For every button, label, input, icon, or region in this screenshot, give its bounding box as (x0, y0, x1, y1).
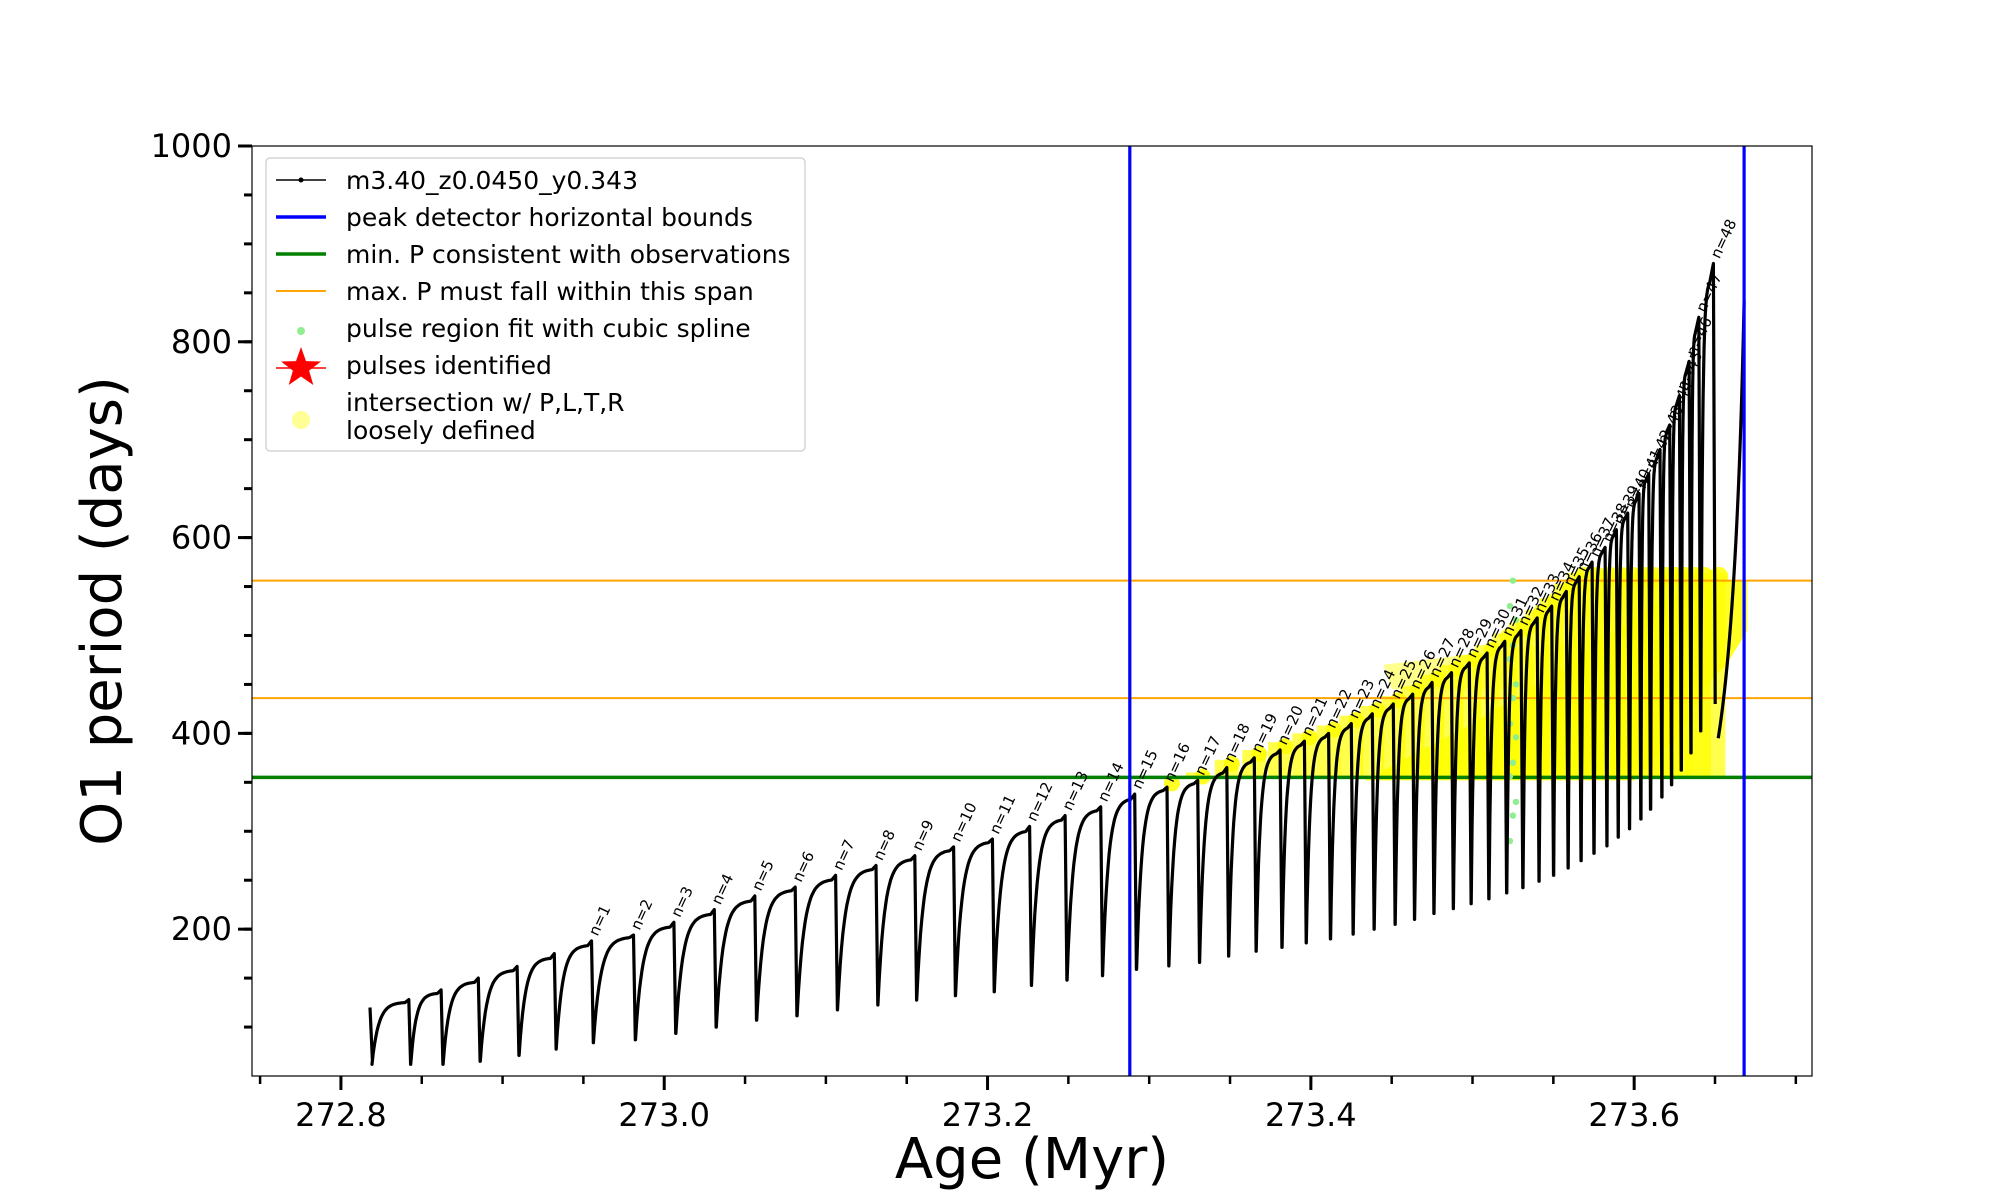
legend-item-spline: pulse region fit with cubic spline (297, 314, 751, 343)
plot-area (252, 146, 1812, 1076)
spline-fit-point (1506, 602, 1514, 610)
axes: 272.8 273.0 273.2 273.4 273.6 200 400 600 800 100… (151, 127, 1798, 1134)
spline-fit-point (1512, 616, 1520, 624)
legend-box (265, 157, 806, 452)
plot-frame (251, 145, 1813, 1077)
legend-item-pulses: pulses identified (276, 347, 552, 385)
legend-item-bounds: peak detector horizontal bounds (276, 203, 753, 232)
y-tick-label: 400 (171, 714, 232, 752)
spline-fit-point (1509, 577, 1517, 584)
legend-label: intersection w/ P,L,T,R (346, 388, 625, 417)
period-track-final-rise (1716, 300, 1746, 739)
legend-label: pulses identified (346, 351, 552, 380)
spline-fit-point (1512, 798, 1520, 806)
y-tick-label: 1000 (151, 127, 232, 165)
legend-swatch-marker (292, 411, 310, 429)
x-tick-label: 272.8 (295, 1096, 387, 1134)
spline-fit-point (1509, 812, 1517, 819)
y-tick-label: 200 (171, 910, 232, 948)
spline-fit-point (1512, 734, 1520, 741)
legend-swatch-marker (298, 177, 304, 183)
y-tick-label: 800 (171, 323, 232, 361)
x-tick-label: 273.4 (1265, 1096, 1357, 1134)
legend-item-minp: min. P consistent with observations (276, 240, 791, 269)
legend-item-maxp: max. P must fall within this span (276, 277, 754, 306)
legend-swatch-star (281, 347, 321, 385)
x-axis-title: Age (Myr) (895, 1127, 1169, 1192)
legend-label: loosely defined (346, 416, 536, 445)
y-axis-title: O1 period (days) (70, 376, 135, 846)
x-tick-label: 273.6 (1588, 1096, 1680, 1134)
legend-label: pulse region fit with cubic spline (346, 314, 751, 343)
period-track (368, 261, 1746, 1066)
legend-label: min. P consistent with observations (346, 240, 791, 269)
peak-detector-bounds (1128, 146, 1746, 1076)
legend-item-track: m3.40_z0.0450_y0.343 (276, 166, 638, 195)
spline-fit-point (1509, 759, 1517, 766)
y-tick-label: 600 (171, 519, 232, 557)
legend-label: peak detector horizontal bounds (346, 203, 753, 232)
legend-swatch-marker (297, 327, 305, 335)
x-tick-label: 273.0 (618, 1096, 710, 1134)
period-track-line (368, 261, 1717, 1066)
legend-label: m3.40_z0.0450_y0.343 (346, 166, 638, 195)
legend-label: max. P must fall within this span (346, 277, 754, 306)
x-tick-label: 273.2 (942, 1096, 1034, 1134)
spline-fit-point (1512, 681, 1520, 688)
